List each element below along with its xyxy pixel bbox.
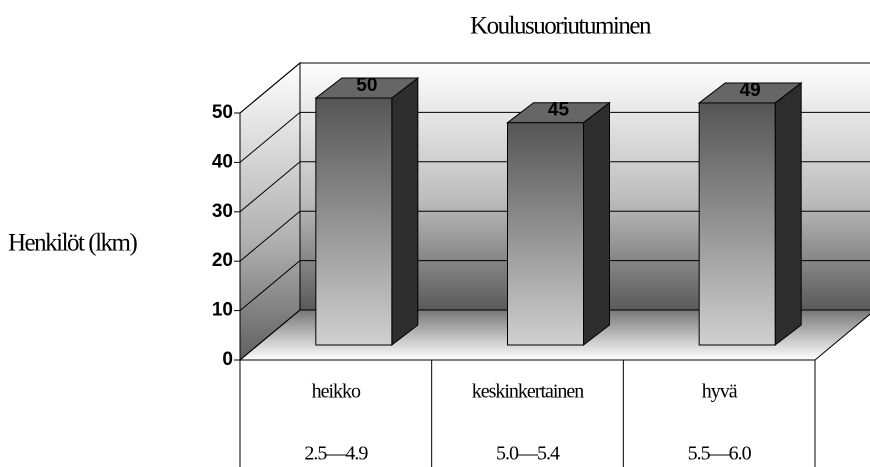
y-tick-label: 50: [212, 102, 233, 123]
grid-line: [239, 260, 301, 311]
y-tick-label: 20: [212, 250, 233, 271]
category-range: 5.0—5.4: [496, 443, 560, 465]
bar: [315, 97, 393, 346]
y-tick-label: 30: [212, 201, 233, 222]
grid-line: [239, 62, 301, 114]
bar: [507, 122, 584, 346]
y-tick-label: 40: [212, 151, 233, 172]
data-label: 45: [548, 100, 570, 121]
grid-line: [239, 210, 301, 262]
category-range: 5.5—6.0: [688, 443, 752, 465]
y-tick-label: 10: [212, 300, 233, 321]
y-tick-label: 0: [222, 349, 233, 370]
bar-side: [391, 76, 419, 347]
grid-line: [239, 161, 301, 213]
x-tick-label: heikko: [312, 381, 361, 403]
bar-side: [774, 81, 802, 347]
category-range: 2.5—4.9: [304, 443, 368, 465]
side-wall: [239, 61, 301, 362]
grid-line: [239, 309, 301, 361]
x-tick-label: hyvä: [702, 381, 738, 403]
y-axis-label: Henkilöt (lkm): [8, 230, 137, 257]
chart-title: Koulusuoriutuminen: [470, 13, 652, 40]
data-label: 49: [740, 80, 761, 101]
bar: [698, 102, 776, 346]
bar-side: [583, 101, 610, 347]
x-tick-label: keskinkertainen: [472, 381, 585, 403]
grid-line: [239, 112, 301, 163]
data-label: 50: [356, 75, 377, 96]
